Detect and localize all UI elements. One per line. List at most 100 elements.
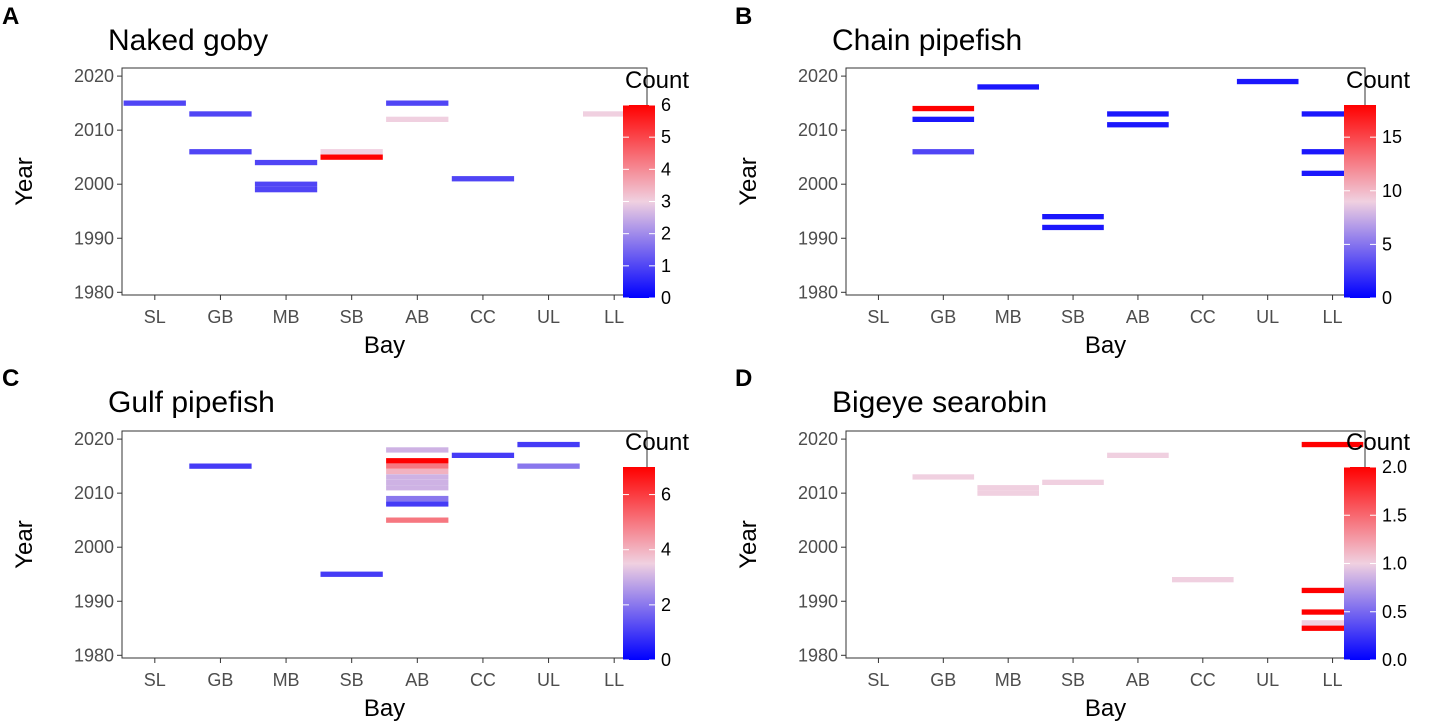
panel-title: Chain pipefish [832, 24, 1022, 57]
heat-cell [1301, 587, 1364, 594]
heat-cell [386, 468, 449, 475]
x-tick-label: SL [867, 307, 889, 327]
legend-colorbar [623, 467, 655, 660]
panel-letter: A [2, 3, 19, 30]
legend-tick-label: 0 [661, 288, 671, 308]
heat-cell [386, 463, 449, 469]
heat-cell [1107, 452, 1169, 458]
legend-tick-label: 10 [1382, 181, 1402, 201]
heat-cell [320, 571, 383, 577]
plot-frame [845, 430, 1366, 659]
x-tick-label: CC [470, 670, 496, 690]
legend-tick-label: 0.5 [1382, 602, 1407, 622]
heat-cell [1042, 214, 1104, 220]
x-tick-label: SB [1061, 670, 1085, 690]
panel-d: D Bigeye searobin 1980 1990 2000 2010 2020 SL GB… [735, 365, 1410, 722]
heat-cell [386, 458, 449, 464]
heat-cell [189, 463, 252, 469]
heat-cell [386, 517, 449, 523]
heat-cell [386, 495, 449, 502]
x-tick-label: LL [1323, 670, 1343, 690]
heat-cell [386, 474, 449, 480]
y-tick-label: 2000 [798, 537, 838, 557]
x-tick-label: AB [1126, 670, 1150, 690]
legend-tick-label: 0 [1382, 288, 1392, 308]
heat-cell [1236, 78, 1299, 85]
x-tick-label: CC [1190, 670, 1216, 690]
y-tick-label: 2010 [798, 120, 838, 140]
heat-cell [386, 116, 449, 122]
y-tick-label: 2010 [74, 120, 114, 140]
heat-cell [1042, 479, 1104, 485]
x-axis-title: Bay [364, 332, 405, 359]
heat-cell [320, 154, 383, 160]
x-tick-label: GB [207, 307, 233, 327]
panel-title: Gulf pipefish [108, 386, 275, 419]
panel-b: B Chain pipefish 1980 1990 2000 2010 2020 SL GB M… [735, 3, 1410, 359]
y-tick-label: 1980 [74, 282, 114, 302]
heat-cell [1172, 577, 1234, 583]
y-tick-label: 2020 [74, 66, 114, 86]
x-tick-label: SB [1061, 307, 1085, 327]
y-tick-label: 2010 [798, 483, 838, 503]
heat-cell [912, 474, 975, 480]
y-tick-label: 2000 [74, 537, 114, 557]
panel-a: A Naked goby 1980 1990 2000 2010 2020 SL GB MB SB A… [2, 3, 689, 359]
x-tick-label: GB [930, 670, 956, 690]
x-tick-label: LL [604, 670, 624, 690]
y-tick-label: 1980 [798, 645, 838, 665]
heat-cell [1301, 170, 1364, 176]
heat-cell [386, 100, 449, 106]
legend-tick-label: 1 [661, 256, 671, 276]
x-tick-label: AB [405, 307, 429, 327]
x-tick-label: MB [273, 307, 300, 327]
x-tick-label: SL [144, 307, 166, 327]
x-axis-title: Bay [1085, 695, 1126, 722]
heat-cell [1301, 441, 1364, 448]
y-tick-label: 2020 [798, 429, 838, 449]
color-legend: Count 0 5 10 15 [1344, 67, 1410, 308]
legend-title: Count [625, 67, 689, 94]
heat-cell [977, 485, 1039, 491]
y-tick-label: 1990 [74, 228, 114, 248]
legend-tick-label: 1.5 [1382, 505, 1407, 525]
legend-tick-label: 6 [661, 95, 671, 115]
y-axis-title: Year [735, 157, 762, 206]
x-axis-title: Bay [364, 695, 405, 722]
heat-cell [386, 485, 449, 491]
legend-title: Count [1346, 67, 1410, 94]
heat-cell [189, 149, 252, 155]
plot-frame [121, 430, 648, 659]
heat-cell [451, 176, 515, 182]
x-axis-title: Bay [1085, 332, 1126, 359]
heat-cell [123, 100, 186, 106]
legend-tick-label: 3 [661, 192, 671, 212]
x-tick-label: SB [340, 307, 364, 327]
heat-cell [1301, 609, 1364, 615]
plot-frame [845, 67, 1366, 296]
heat-cell [912, 105, 975, 112]
x-tick-label: MB [995, 307, 1022, 327]
y-tick-label: 1990 [798, 591, 838, 611]
y-tick-label: 1980 [74, 645, 114, 665]
y-axis-title: Year [735, 520, 762, 569]
panel-letter: B [735, 3, 752, 30]
legend-tick-label: 2.0 [1382, 457, 1407, 477]
panel-c: C Gulf pipefish 1980 1990 2000 2010 2020 SL GB MB… [2, 365, 689, 722]
x-tick-label: SB [340, 670, 364, 690]
heat-cell [517, 441, 580, 448]
x-tick-label: CC [1190, 307, 1216, 327]
heat-cell [451, 452, 515, 458]
heat-cell [386, 447, 449, 453]
legend-tick-label: 2 [661, 595, 671, 615]
heat-cell [912, 149, 975, 155]
legend-colorbar [1344, 105, 1376, 298]
panel-title: Bigeye searobin [832, 386, 1047, 419]
x-tick-label: SL [144, 670, 166, 690]
heat-cell [977, 490, 1039, 496]
y-axis-title: Year [11, 157, 38, 206]
y-tick-label: 1980 [798, 282, 838, 302]
legend-tick-label: 6 [661, 485, 671, 505]
